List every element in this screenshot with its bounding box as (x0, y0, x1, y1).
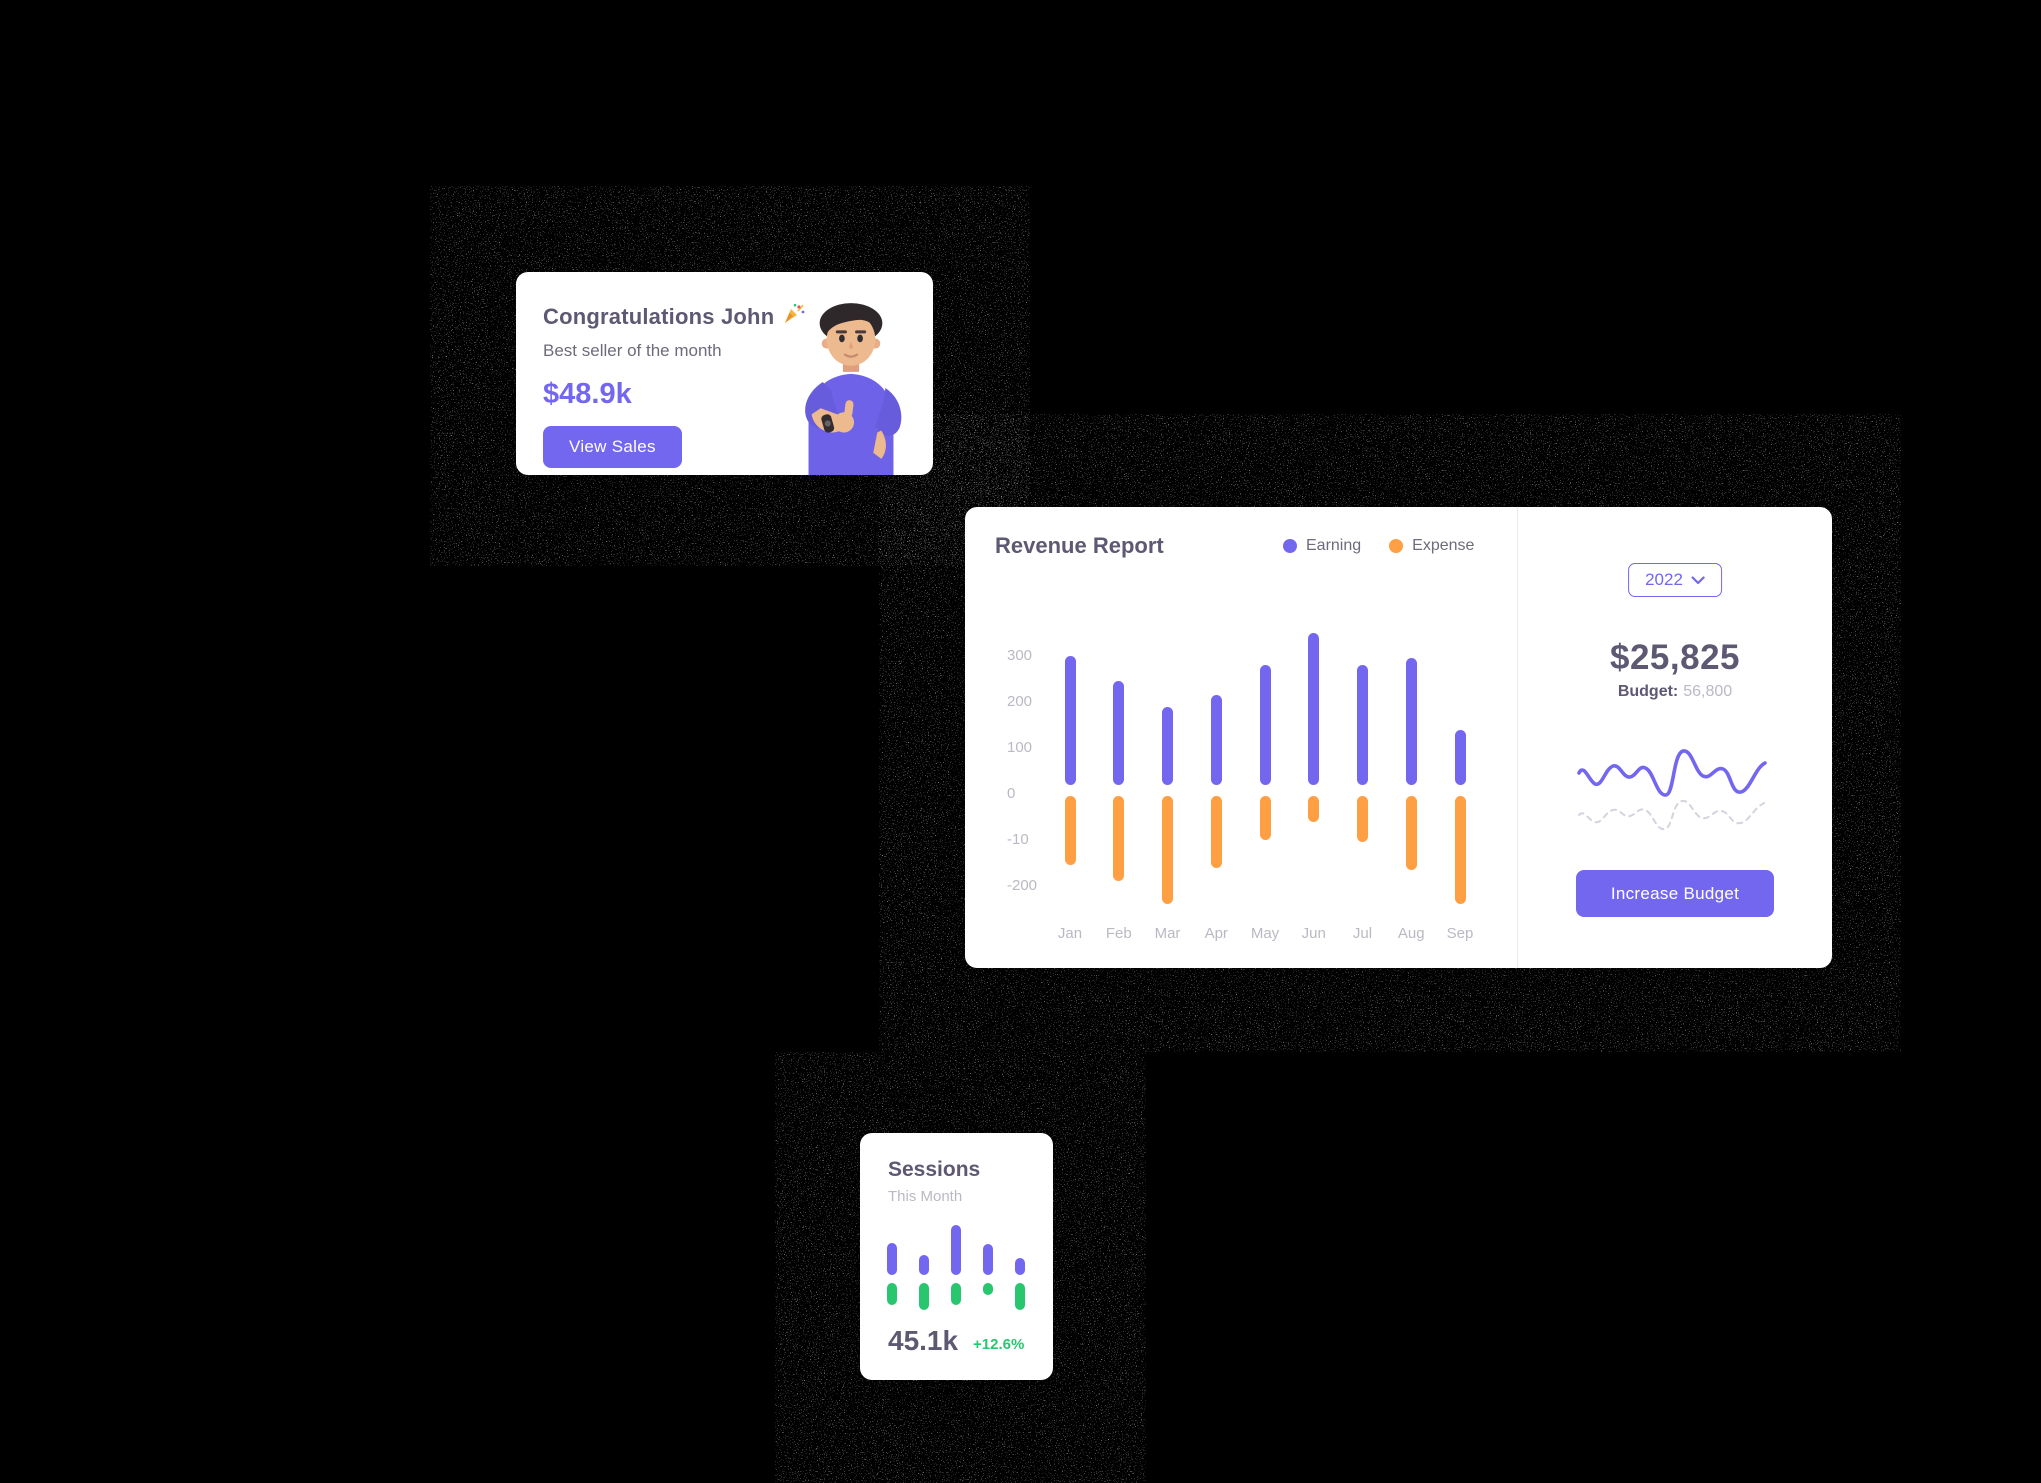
y-axis-tick: 100 (1007, 739, 1033, 756)
month-label: Jul (1352, 925, 1373, 942)
expense-bar (1210, 796, 1222, 868)
earning-bar (1259, 665, 1271, 785)
congrats-title: Congratulations John (543, 302, 806, 332)
revenue-report-card: Revenue Report Earning Expense 300 200 100… (965, 507, 1832, 968)
month-label: Apr (1204, 925, 1228, 942)
month-label: Aug (1397, 925, 1425, 942)
month-label: May (1250, 925, 1280, 942)
month-label: Feb (1105, 925, 1132, 942)
sessions-up-bar (1015, 1258, 1026, 1275)
congrats-subtitle: Best seller of the month (543, 341, 722, 360)
sessions-down-bar (886, 1283, 897, 1305)
expense-bar (1259, 796, 1271, 840)
y-axis-tick: -200 (1007, 877, 1038, 894)
budget-line: Budget: 56,800 (1518, 683, 1832, 701)
sessions-down-bar (950, 1283, 961, 1305)
john-character-illustration (805, 303, 902, 475)
chevron-down-icon (1691, 570, 1705, 590)
earning-bar (1162, 706, 1173, 785)
earning-bar (1113, 681, 1125, 785)
y-axis-tick: 0 (1007, 785, 1016, 802)
budget-total: $25,825 (1609, 638, 1741, 677)
spark-solid-series (1577, 749, 1767, 797)
view-sales-button[interactable]: View Sales (543, 426, 682, 468)
sessions-delta: +12.6% (973, 1336, 1025, 1353)
y-axis-tick: 300 (1007, 647, 1033, 664)
spark-dashed-series (1578, 799, 1765, 831)
month-label: Jan (1057, 925, 1083, 942)
month-label: Sep (1446, 925, 1474, 942)
y-axis-tick: -10 (1007, 831, 1029, 848)
earning-bar (1308, 633, 1320, 785)
expense-bar (1454, 796, 1466, 905)
expense-bar (1405, 796, 1417, 870)
budget-panel: 2022 $25,825 Budget: 56,800 Increase Budg… (1518, 507, 1832, 968)
budget-label: Budget: (1617, 683, 1679, 700)
sessions-down-bar (983, 1283, 993, 1295)
sessions-up-bar (950, 1225, 961, 1275)
month-label: Jun (1301, 925, 1326, 942)
revenue-bar-chart: 300 200 100 0 -10 -200 Jan Feb Mar Apr May Jun Jul Au… (965, 507, 1517, 968)
expense-bar (1162, 796, 1173, 905)
sessions-down-bar (918, 1283, 929, 1310)
expense-bar (1113, 796, 1125, 882)
month-label: Mar (1154, 925, 1181, 942)
sessions-up-bar (918, 1255, 929, 1275)
budget-spark-line-chart (1577, 749, 1767, 831)
congrats-title-text: Congratulations John (543, 304, 775, 329)
year-select-value: 2022 (1645, 570, 1683, 589)
congrats-card: Congratulations John Best seller of the … (516, 272, 933, 475)
year-select-button[interactable]: 2022 (1628, 563, 1722, 597)
sessions-card: Sessions This Month 45.1k +12.6% (860, 1133, 1053, 1380)
sessions-down-bar (1015, 1283, 1026, 1310)
expense-bar (1064, 796, 1076, 866)
earning-bar (1454, 729, 1466, 785)
expense-bar (1357, 796, 1368, 843)
earning-bar (1210, 695, 1222, 785)
earning-bar (1405, 658, 1417, 785)
increase-budget-button[interactable]: Increase Budget (1576, 870, 1774, 917)
budget-value: 56,800 (1683, 683, 1733, 700)
earning-bar (1357, 665, 1368, 785)
congrats-amount: $48.9k (543, 378, 632, 410)
expense-bar (1308, 796, 1320, 822)
sessions-up-bar (983, 1244, 993, 1275)
y-axis-tick: 200 (1007, 693, 1033, 710)
sessions-up-bar (886, 1243, 897, 1275)
sessions-value: 45.1k (888, 1325, 959, 1356)
earning-bar (1064, 656, 1076, 785)
